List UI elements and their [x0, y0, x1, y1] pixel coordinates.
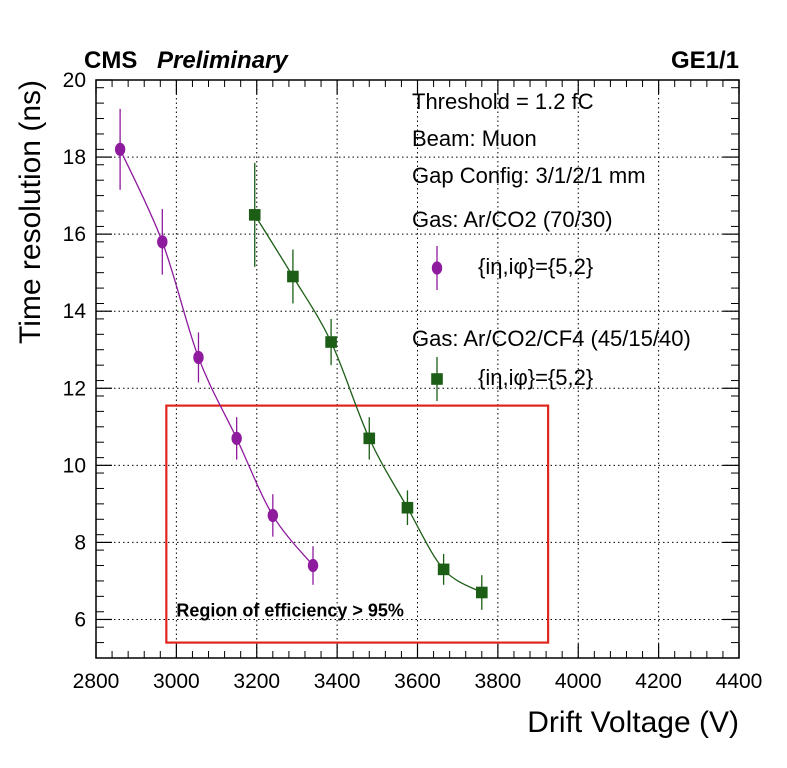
legend-series-1-gas: Gas: Ar/CO2 (70/30) — [412, 207, 613, 232]
x-tick-label: 4400 — [716, 670, 763, 693]
header-preliminary: Preliminary — [157, 47, 289, 74]
series-1-point — [307, 558, 319, 573]
series-1-point — [267, 508, 279, 523]
efficiency-region-box — [165, 404, 550, 644]
legend-info-line: Gap Config: 3/1/2/1 mm — [412, 163, 646, 188]
header-cms: CMS — [84, 47, 137, 74]
x-tick-label: 3800 — [475, 670, 522, 693]
legend-series-2-entry: {iη,iφ}={5,2} — [478, 365, 593, 390]
y-tick-label: 10 — [63, 454, 86, 477]
series-2-point — [287, 270, 299, 283]
legend-series-1-entry: {iη,iφ}={5,2} — [478, 254, 593, 279]
y-tick-label: 18 — [63, 146, 86, 169]
series-1-fit-line — [119, 149, 314, 566]
series-1-point — [114, 142, 126, 156]
x-tick-label: 2800 — [73, 670, 120, 693]
x-tick-label: 4200 — [635, 670, 682, 693]
header-ge11: GE1/1 — [671, 47, 739, 74]
series-1-point — [157, 235, 168, 249]
y-axis-title: Time resolution (ns) — [14, 80, 47, 344]
data-series — [114, 108, 488, 610]
series-2-point — [437, 563, 450, 576]
legend-info-line: Threshold = 1.2 fC — [412, 89, 594, 114]
grid — [96, 80, 739, 658]
legend-series-2-marker — [431, 373, 443, 385]
series-2-point — [401, 501, 414, 514]
legend-series-1-marker — [431, 261, 443, 275]
series-2-point — [476, 586, 488, 599]
y-tick-label: 16 — [63, 223, 86, 246]
series-2-point — [363, 432, 376, 445]
legend: Threshold = 1.2 fC Beam: Muon Gap Config: … — [412, 89, 691, 401]
y-tick-label: 20 — [63, 69, 86, 92]
legend-series-2-gas: Gas: Ar/CO2/CF4 (45/15/40) — [412, 326, 691, 351]
x-tick-label: 3200 — [233, 670, 280, 693]
series-2-point — [248, 209, 261, 221]
x-tick-label: 4000 — [555, 670, 602, 693]
y-tick-label: 8 — [74, 531, 86, 554]
y-tick-label: 6 — [74, 608, 86, 631]
efficiency-region: Region of efficiency > 95% — [165, 404, 550, 644]
series-2-point — [325, 336, 337, 348]
x-axis-title: Drift Voltage (V) — [527, 706, 739, 739]
efficiency-region-label: Region of efficiency > 95% — [176, 601, 404, 621]
series-1-point — [231, 431, 242, 445]
axis-ticks: 2800 3000 3200 3400 3600 3800 4000 4200 4400 6 8 10… — [63, 69, 763, 693]
x-tick-label: 3600 — [394, 670, 441, 693]
x-tick-label: 3000 — [153, 670, 200, 693]
y-tick-label: 14 — [63, 300, 87, 323]
legend-info-line: Beam: Muon — [412, 126, 537, 151]
series-1-point — [193, 350, 204, 365]
x-tick-label: 3400 — [314, 670, 361, 693]
y-tick-label: 12 — [63, 377, 86, 400]
